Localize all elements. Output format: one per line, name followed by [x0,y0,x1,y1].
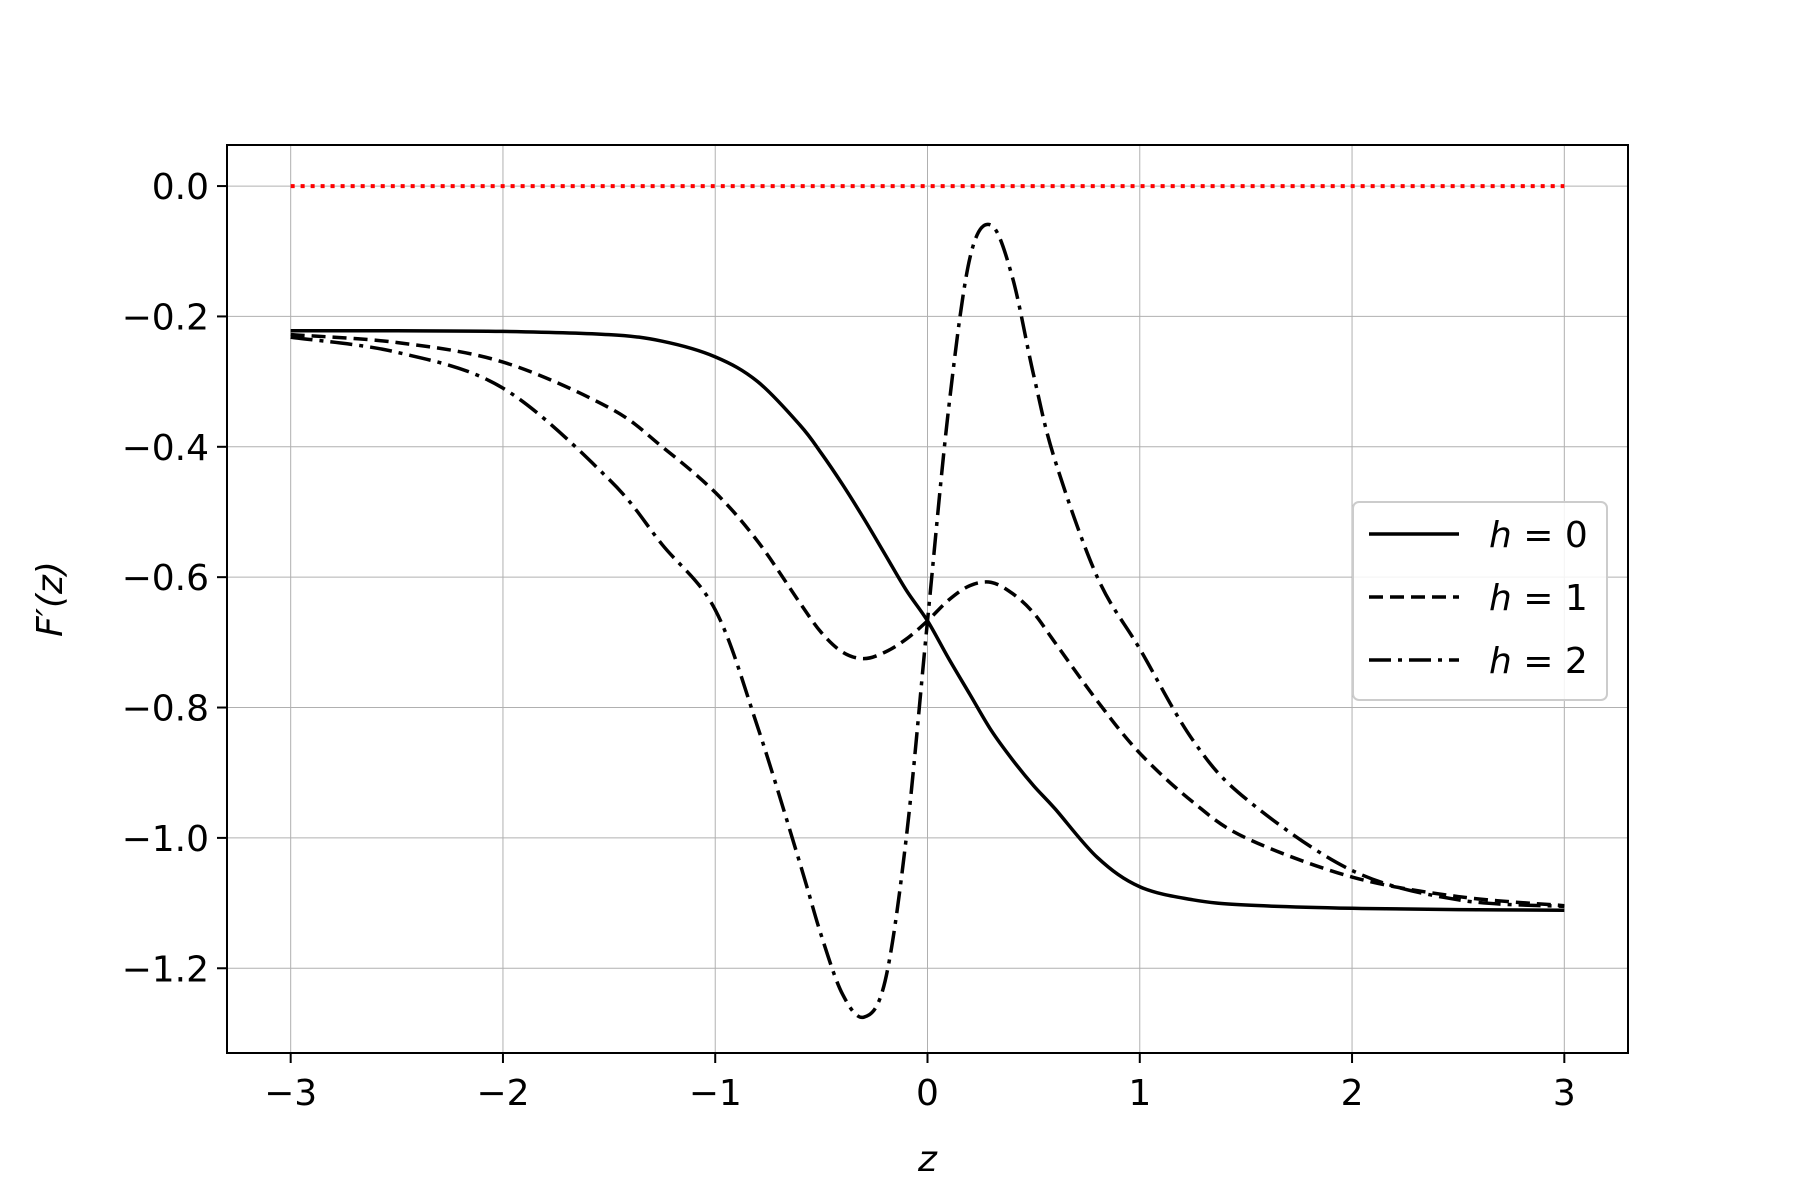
legend-frame [1352,501,1608,701]
x-axis-label: z [917,1139,938,1180]
y-tick-label: −0.2 [122,297,209,338]
x-tick-label: 3 [1553,1073,1576,1114]
y-axis-label: F′(z) [30,561,71,637]
x-tick-label: 1 [1128,1073,1151,1114]
y-tick-label: −0.4 [122,428,209,469]
y-tick-label: 0.0 [152,167,209,208]
legend-label: h = 0 [1489,515,1588,556]
legend-label: h = 2 [1489,641,1588,682]
x-tick-label: −1 [689,1073,742,1114]
x-tick-label: −2 [476,1073,529,1114]
y-tick-label: −0.6 [122,558,209,599]
x-tick-label: 0 [916,1073,939,1114]
y-tick-label: −0.8 [122,689,209,730]
legend: h = 0 h = 1 h = 2 [1352,501,1608,701]
series-line-3 [290,222,1565,1020]
x-tick-label: 2 [1341,1073,1364,1114]
y-tick-label: −1.2 [122,949,209,990]
series-layer [290,184,1565,1020]
ticks: −3 −2 −1 0 1 2 3 0.0 −0.2 −0.4 −0.6 −0.8 −1.0 −1.2 [122,167,1576,1114]
legend-label: h = 1 [1489,578,1588,619]
y-tick-label: −1.0 [122,819,209,860]
x-tick-label: −3 [264,1073,317,1114]
